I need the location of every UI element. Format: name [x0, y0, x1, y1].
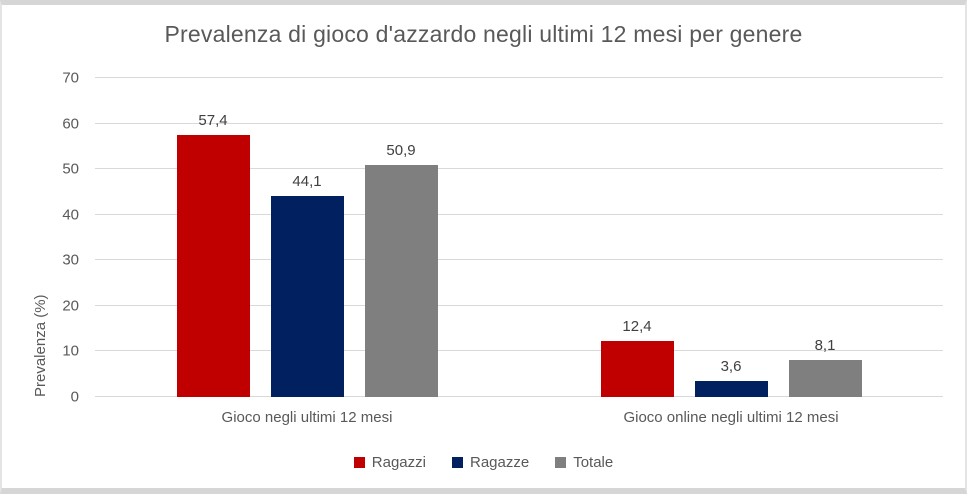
bar-totale: 50,9 [364, 142, 438, 397]
y-tick-label: 30 [62, 251, 79, 269]
gridline [95, 304, 943, 306]
y-tick-label: 40 [62, 206, 79, 224]
gridline [95, 396, 943, 397]
y-tick-label: 10 [62, 342, 79, 360]
legend: Ragazzi Ragazze Totale [2, 454, 965, 471]
bar-ragazzi: 12,4 [600, 318, 674, 397]
legend-label: Totale [573, 454, 614, 471]
legend-item-ragazzi: Ragazzi [353, 454, 426, 471]
bar-group: 57,4 44,1 50,9 [95, 78, 519, 397]
bar-value-label: 12,4 [622, 317, 652, 335]
bar-totale: 8,1 [788, 337, 862, 397]
y-tick-label: 0 [70, 388, 79, 406]
legend-swatch-icon [353, 457, 365, 468]
y-tick-label: 60 [62, 115, 79, 133]
bar-ragazze: 44,1 [270, 173, 344, 397]
x-axis-category-label: Gioco negli ultimi 12 mesi [221, 409, 393, 426]
bar-value-label: 3,6 [720, 357, 742, 375]
x-axis-category-label: Gioco online negli ultimi 12 mesi [623, 409, 839, 426]
legend-swatch-icon [451, 457, 463, 468]
x-axis-labels: Gioco negli ultimi 12 mesi Gioco online n… [95, 409, 943, 426]
legend-label: Ragazze [469, 454, 530, 471]
bar-ragazze: 3,6 [694, 358, 768, 397]
gridline [95, 259, 943, 261]
gridline [95, 122, 943, 124]
bar-ragazzi: 57,4 [176, 112, 250, 397]
y-tick-label: 20 [62, 297, 79, 315]
bar-value-label: 50,9 [386, 142, 416, 160]
gridline [95, 213, 943, 215]
legend-item-totale: Totale [555, 454, 613, 471]
gridline [95, 168, 943, 170]
bar-value-label: 44,1 [292, 173, 322, 191]
legend-swatch-icon [555, 457, 567, 468]
gridline [95, 77, 943, 78]
y-axis-title: Prevalenza (%) [32, 294, 49, 397]
bar-groups: 57,4 44,1 50,9 12,4 3,6 8,1 [95, 78, 943, 397]
plot-area: Prevalenza (%) 57,4 44,1 50,9 12,4 3,6 8,1 0 1… [32, 71, 943, 405]
y-tick-label: 70 [62, 69, 79, 87]
bar-value-label: 57,4 [198, 112, 228, 130]
gridline [95, 350, 943, 352]
legend-item-ragazze: Ragazze [451, 454, 530, 471]
bar-value-label: 8,1 [814, 337, 836, 355]
legend-label: Ragazzi [371, 454, 426, 471]
bar-group: 12,4 3,6 8,1 [519, 78, 943, 397]
chart-title: Prevalenza di gioco d'azzardo negli ulti… [164, 21, 803, 47]
y-tick-label: 50 [62, 160, 79, 178]
